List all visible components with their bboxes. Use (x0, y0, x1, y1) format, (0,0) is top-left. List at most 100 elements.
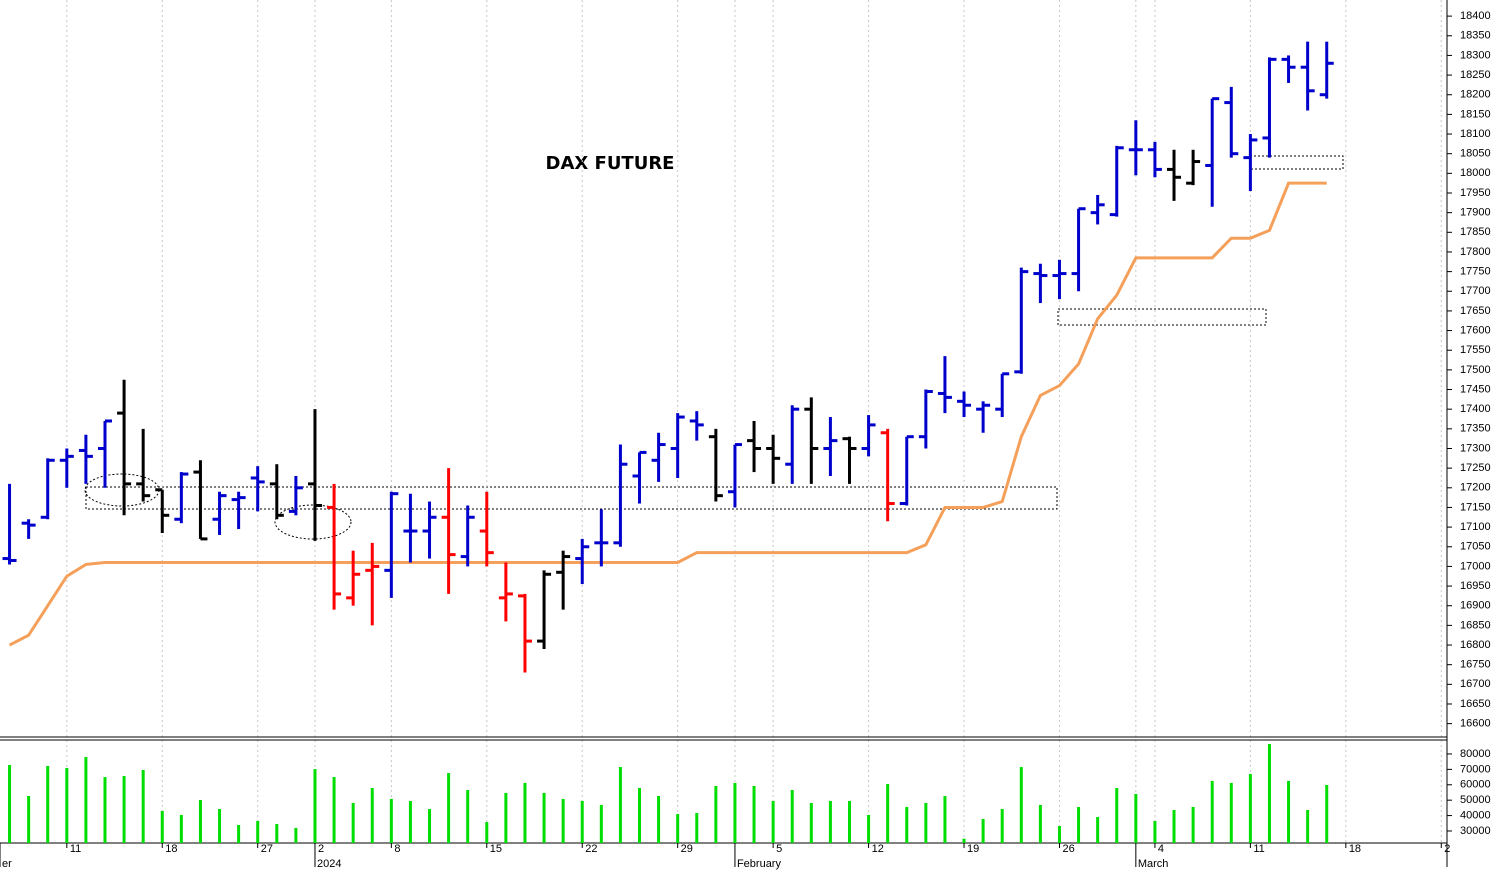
x-tick-label: 27 (261, 843, 273, 855)
volume-bar (256, 820, 260, 843)
volume-bar (332, 777, 336, 843)
y-tick-label: 18050 (1460, 148, 1491, 160)
y-tick-label: 17800 (1460, 246, 1491, 258)
y-tick-label: 18400 (1460, 10, 1491, 22)
volume-bar (179, 814, 183, 843)
y-tick-label: 16800 (1460, 639, 1491, 651)
volume-bar (580, 800, 584, 843)
x-tick-label: 18 (165, 843, 177, 855)
volume-bar (141, 769, 145, 843)
x-tick-label: 19 (967, 843, 979, 855)
volume-bar (1229, 782, 1233, 843)
volume-bar (561, 798, 565, 843)
volume-bar (485, 822, 489, 843)
y-tick-label: 17650 (1460, 305, 1491, 317)
volume-bar (943, 796, 947, 843)
y-tick-label: 17150 (1460, 501, 1491, 513)
volume-bar (103, 777, 107, 843)
volume-bar (1325, 784, 1329, 843)
volume-bar (847, 800, 851, 843)
y-tick-label: 30000 (1460, 825, 1491, 837)
range-box (85, 486, 1058, 510)
volume-bar (408, 800, 412, 843)
volume-bar (275, 824, 279, 843)
volume-bar (1115, 788, 1119, 843)
y-tick-label: 17850 (1460, 226, 1491, 238)
y-tick-label: 18350 (1460, 30, 1491, 42)
volume-bar (657, 796, 661, 843)
y-tick-label: 17200 (1460, 482, 1491, 494)
y-tick-label: 17550 (1460, 344, 1491, 356)
y-tick-label: 17700 (1460, 285, 1491, 297)
x-tick-label: 18 (1349, 843, 1361, 855)
y-tick-label: 18150 (1460, 108, 1491, 120)
x-tick-label: 22 (585, 843, 597, 855)
y-tick-label: 40000 (1460, 809, 1491, 821)
volume-bar (828, 800, 832, 843)
volume-bar (218, 808, 222, 843)
y-tick-label: 18000 (1460, 167, 1491, 179)
y-tick-label: 17750 (1460, 266, 1491, 278)
y-tick-label: 16950 (1460, 580, 1491, 592)
volume-bar (676, 814, 680, 843)
highlight-ellipse (274, 504, 352, 540)
y-tick-label: 60000 (1460, 779, 1491, 791)
volume-bar (1172, 810, 1176, 843)
y-tick-label: 17300 (1460, 442, 1491, 454)
y-tick-label: 17000 (1460, 560, 1491, 572)
volume-bar (27, 796, 31, 843)
volume-bar (65, 767, 69, 843)
volume-bar (542, 792, 546, 843)
y-tick-label: 17050 (1460, 541, 1491, 553)
y-tick-label: 18100 (1460, 128, 1491, 140)
volume-bar (389, 798, 393, 843)
volume-bar (1210, 780, 1214, 843)
volume-bar (1000, 808, 1004, 843)
volume-bar (122, 775, 126, 843)
y-tick-label: 18300 (1460, 49, 1491, 61)
volume-bar (237, 824, 241, 843)
y-tick-label: 16700 (1460, 678, 1491, 690)
x-period-label: March (1138, 858, 1169, 870)
volume-bar (1153, 820, 1157, 843)
y-tick-label: 17500 (1460, 364, 1491, 376)
volume-bar (370, 788, 374, 843)
y-tick-label: 18250 (1460, 69, 1491, 81)
y-tick-label: 17950 (1460, 187, 1491, 199)
volume-bar (1267, 743, 1271, 843)
volume-bar (428, 808, 432, 843)
volume-bar (1057, 826, 1061, 843)
volume-bar (1134, 794, 1138, 843)
x-tick-label: 11 (1253, 843, 1264, 855)
y-tick-label: 80000 (1460, 748, 1491, 760)
y-tick-label: 17450 (1460, 383, 1491, 395)
volume-bar (523, 782, 527, 843)
volume-bar (1191, 806, 1195, 843)
y-tick-label: 50000 (1460, 794, 1491, 806)
y-tick-label: 17400 (1460, 403, 1491, 415)
volume-bar (1287, 780, 1291, 843)
volume-bar (733, 782, 737, 843)
volume-bar (198, 800, 202, 843)
y-tick-label: 16600 (1460, 718, 1491, 730)
volume-bar (714, 786, 718, 843)
x-period-label: 2024 (317, 858, 341, 870)
volume-bar (599, 804, 603, 843)
range-box (1057, 308, 1267, 326)
x-tick-label: 11 (70, 843, 81, 855)
y-tick-label: 16900 (1460, 600, 1491, 612)
x-tick-label: 12 (872, 843, 884, 855)
y-tick-label: 70000 (1460, 763, 1491, 775)
y-tick-label: 18200 (1460, 89, 1491, 101)
x-tick-label: 5 (776, 843, 782, 855)
volume-bar (1077, 806, 1081, 843)
x-tick-label: 15 (490, 843, 502, 855)
volume-bar (1306, 810, 1310, 843)
volume-bar (695, 812, 699, 843)
x-tick-label: 4 (1158, 843, 1164, 855)
volume-bar (1038, 804, 1042, 843)
volume-bar (84, 757, 88, 843)
volume-bar (313, 769, 317, 843)
y-tick-label: 16750 (1460, 659, 1491, 671)
